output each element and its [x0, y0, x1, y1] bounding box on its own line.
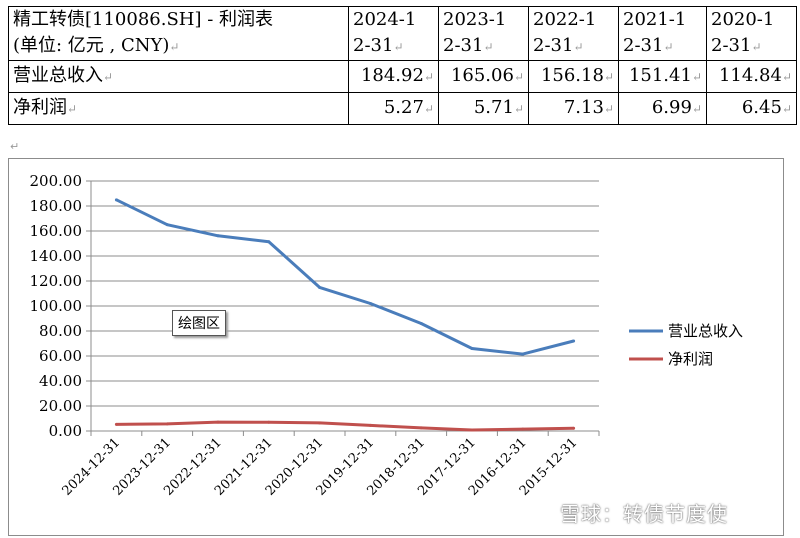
data-point	[419, 426, 423, 430]
y-tick-label: 40.00	[39, 372, 82, 390]
y-tick-label: 80.00	[39, 322, 82, 340]
data-point	[572, 339, 576, 343]
series	[114, 198, 576, 432]
data-point	[114, 422, 118, 426]
data-point	[521, 352, 525, 356]
series-line-1	[115, 198, 574, 356]
data-point	[114, 198, 118, 202]
y-tick-label: 20.00	[39, 397, 82, 415]
data-point	[368, 423, 372, 427]
table-cell: 6.45↵	[706, 92, 797, 125]
data-point	[267, 240, 271, 244]
data-point	[216, 420, 220, 424]
plot-area-tooltip: 绘图区	[172, 310, 226, 336]
table-cell: 5.27↵	[348, 92, 439, 125]
line-chart: 0.00 20.00 40.00 60.00 80.00 100.00 120.00 140.…	[30, 172, 744, 499]
data-point	[470, 347, 474, 350]
y-tick-label: 160.00	[30, 222, 83, 240]
table-cell: 156.18↵	[528, 60, 619, 93]
data-point	[165, 422, 169, 426]
y-tick-label: 140.00	[30, 247, 83, 265]
data-point	[165, 223, 169, 227]
table-cell: 165.06↵	[438, 60, 529, 93]
watermark: 雪球：转债节度使	[560, 502, 728, 526]
profit-table: 精工转债[110086.SH] - 利润表 (单位: 亿元 , CNY)↵ 20…	[8, 6, 797, 125]
legend-label: 净利润	[668, 350, 713, 368]
y-tick-label: 180.00	[30, 197, 83, 215]
column-header: 2022-1 2-31↵	[528, 6, 619, 61]
row-label: 净利润↵	[8, 92, 349, 125]
table-header-row: 精工转债[110086.SH] - 利润表 (单位: 亿元 , CNY)↵ 20…	[8, 6, 797, 61]
table-cell: 151.41↵	[618, 60, 707, 93]
y-tick-label: 100.00	[30, 297, 83, 315]
table-cell: 5.71↵	[438, 92, 529, 125]
table-unit: (单位: 亿元 , CNY)↵	[13, 35, 180, 56]
data-point	[318, 421, 322, 425]
axes: 0.00 20.00 40.00 60.00 80.00 100.00 120.00 140.…	[30, 172, 600, 499]
data-point	[267, 420, 271, 424]
y-tick-label: 200.00	[30, 172, 83, 190]
table-cell: 6.99↵	[618, 92, 707, 125]
column-header: 2024-1 2-31↵	[348, 6, 439, 61]
table-row: 净利润↵ 5.27↵ 5.71↵ 7.13↵ 6.99↵ 6.45↵	[8, 92, 797, 125]
series-line-2	[116, 420, 574, 432]
data-point	[368, 302, 372, 305]
data-point	[318, 285, 322, 289]
data-point	[216, 234, 220, 238]
table-cell: 184.92↵	[348, 60, 439, 93]
data-point	[470, 428, 474, 432]
column-header: 2021-1 2-31↵	[618, 6, 707, 61]
paragraph-mark-icon: ↵	[10, 140, 20, 153]
column-header: 2020-1 2-31↵	[706, 6, 797, 61]
data-point	[572, 426, 576, 430]
data-point	[419, 322, 423, 325]
y-tick-label: 60.00	[39, 347, 82, 365]
table-row: 营业总收入↵ 184.92↵ 165.06↵ 156.18↵ 151.41↵ 1…	[8, 60, 797, 93]
table-cell: 7.13↵	[528, 92, 619, 125]
data-point	[521, 427, 525, 431]
chart-frame[interactable]: 0.00 20.00 40.00 60.00 80.00 100.00 120.00 140.…	[8, 158, 784, 536]
table-title-cell: 精工转债[110086.SH] - 利润表 (单位: 亿元 , CNY)↵	[8, 6, 349, 61]
grid	[91, 180, 599, 432]
column-header: 2023-1 2-31↵	[438, 6, 529, 61]
y-tick-label: 0.00	[49, 422, 82, 440]
table-cell: 114.84↵	[706, 60, 797, 93]
y-tick-label: 120.00	[30, 272, 83, 290]
row-label: 营业总收入↵	[8, 60, 349, 93]
table-title: 精工转债[110086.SH] - 利润表	[13, 9, 274, 30]
legend-label: 营业总收入	[668, 322, 743, 340]
